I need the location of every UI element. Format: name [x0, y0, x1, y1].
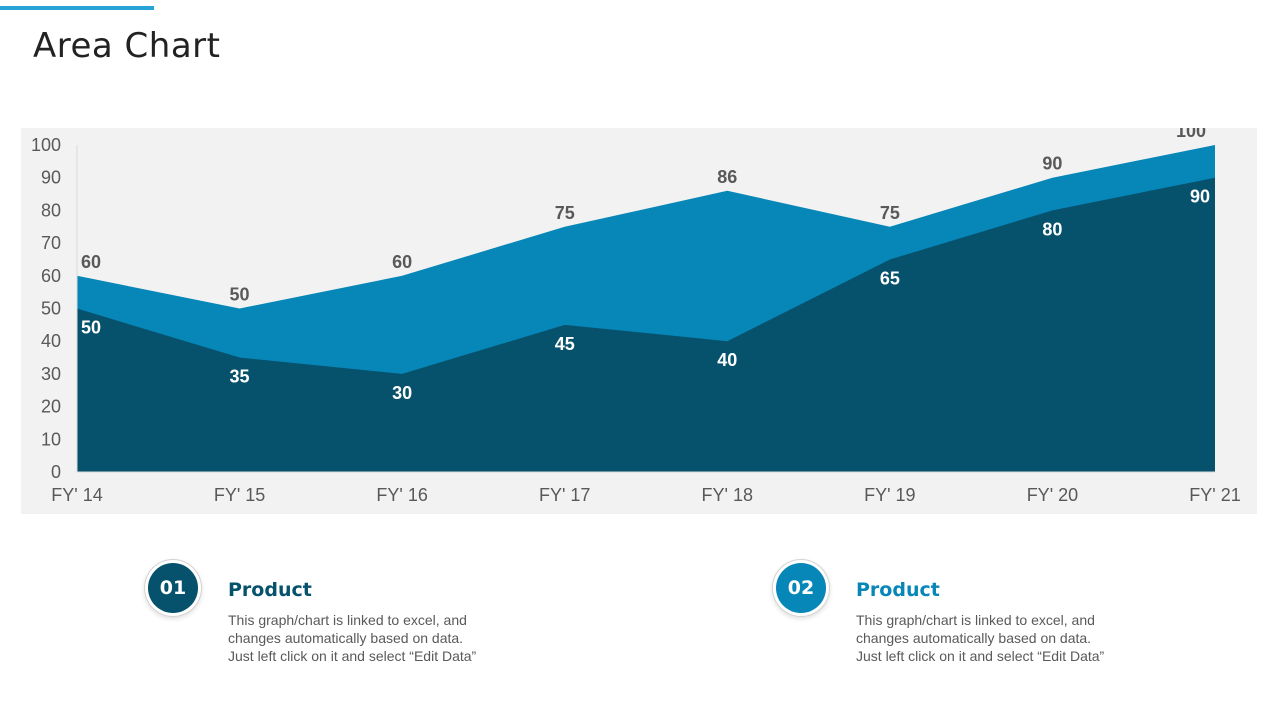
- area-series-product-01: [77, 177, 1215, 472]
- accent-bar: [0, 6, 154, 10]
- legend-number-badge: 01: [148, 563, 198, 613]
- data-label-product-02: 50: [230, 285, 250, 305]
- y-tick-label: 40: [41, 331, 61, 351]
- area-chart: 0 10 20 30 40 50 60 70 80 90 100 FY' 14 FY' 15 FY' 16…: [31, 128, 1241, 505]
- legend-description: This graph/chart is linked to excel, and…: [228, 611, 528, 665]
- x-tick-label: FY' 19: [864, 485, 915, 505]
- chart-panel: 0 10 20 30 40 50 60 70 80 90 100 FY' 14 FY' 15 FY' 16…: [21, 128, 1257, 514]
- data-label-product-01: 80: [1042, 219, 1062, 239]
- x-tick-label: FY' 20: [1027, 485, 1078, 505]
- data-label-product-01: 45: [555, 334, 575, 354]
- data-label-product-01: 35: [230, 367, 250, 387]
- x-tick-label: FY' 14: [51, 485, 102, 505]
- y-tick-label: 10: [41, 429, 61, 449]
- legend-description-line: changes automatically based on data.: [856, 630, 1092, 646]
- data-label-product-02: 75: [555, 203, 575, 223]
- y-tick-label: 60: [41, 266, 61, 286]
- x-tick-label: FY' 17: [539, 485, 590, 505]
- legend-description-line: Just left click on it and select “Edit D…: [856, 648, 1105, 664]
- y-tick-label: 80: [41, 200, 61, 220]
- y-tick-label: 0: [51, 462, 61, 482]
- legend-description-line: changes automatically based on data.: [228, 630, 464, 646]
- legend-description-line: This graph/chart is linked to excel, and: [856, 612, 1095, 628]
- data-label-product-01: 50: [81, 318, 101, 338]
- data-label-product-01: 90: [1190, 187, 1210, 207]
- x-tick-label: FY' 18: [702, 485, 753, 505]
- y-tick-label: 90: [41, 168, 61, 188]
- data-label-product-02: 100: [1176, 128, 1206, 141]
- y-tick-label: 100: [31, 135, 61, 155]
- x-tick-label: FY' 21: [1189, 485, 1240, 505]
- data-label-product-02: 60: [392, 252, 412, 272]
- x-tick-label: FY' 16: [376, 485, 427, 505]
- legend-description-line: This graph/chart is linked to excel, and: [228, 612, 467, 628]
- y-tick-label: 30: [41, 364, 61, 384]
- y-tick-label: 50: [41, 299, 61, 319]
- data-label-product-02: 75: [880, 203, 900, 223]
- legend-description: This graph/chart is linked to excel, and…: [856, 611, 1156, 665]
- data-label-product-02: 60: [81, 252, 101, 272]
- data-label-product-02: 86: [717, 167, 737, 187]
- y-tick-label: 20: [41, 397, 61, 417]
- y-tick-label: 70: [41, 233, 61, 253]
- page-title: Area Chart: [33, 26, 221, 66]
- data-label-product-01: 40: [717, 350, 737, 370]
- data-label-product-01: 65: [880, 268, 900, 288]
- legend-number-badge: 02: [776, 563, 826, 613]
- legend-description-line: Just left click on it and select “Edit D…: [228, 648, 477, 664]
- data-label-product-01: 30: [392, 383, 412, 403]
- legend-title: Product: [228, 579, 312, 601]
- x-tick-label: FY' 15: [214, 485, 265, 505]
- legend-title: Product: [856, 579, 940, 601]
- data-label-product-02: 90: [1042, 154, 1062, 174]
